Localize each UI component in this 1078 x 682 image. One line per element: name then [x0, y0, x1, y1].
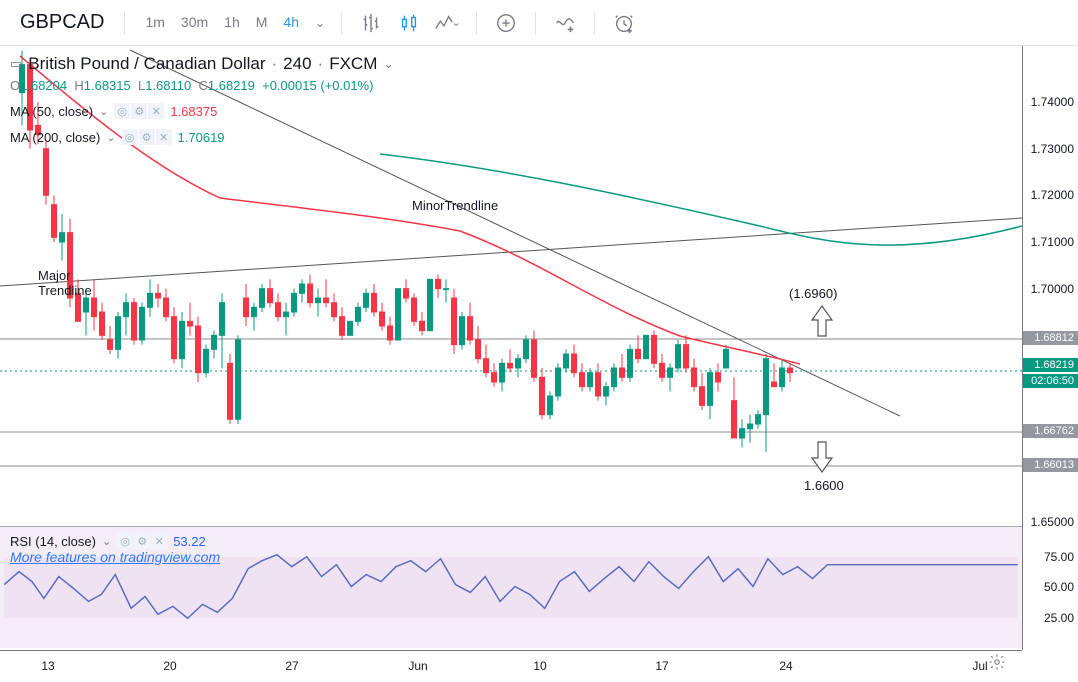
ohlc-low: 1.68110: [145, 78, 191, 93]
rsi-value: 53.22: [173, 534, 206, 549]
price-tag: 1.68219: [1023, 358, 1078, 372]
arrow-up-icon: [810, 304, 834, 338]
toolbar: GBPCAD 1m30m1hM4h ⌄ ⌄: [0, 0, 1078, 46]
price-tick: 1.73000: [1031, 142, 1074, 156]
chevron-down-icon[interactable]: ⌄: [311, 12, 329, 34]
gear-icon[interactable]: ⚙: [131, 103, 147, 119]
chevron-down-icon[interactable]: ⌄: [99, 105, 108, 118]
separator: [535, 12, 536, 34]
eye-icon[interactable]: ◎: [117, 533, 133, 549]
indicator-row: MA (50, close) ⌄ ◎ ⚙ ✕ 1.68375: [10, 103, 393, 119]
separator: [124, 12, 125, 34]
indicator-controls: ◎ ⚙ ✕: [114, 103, 164, 119]
legend-title-row: ▭ British Pound / Canadian Dollar · 240 …: [10, 54, 393, 74]
gear-icon[interactable]: ⚙: [134, 533, 150, 549]
dot: ·: [318, 54, 324, 74]
price-tick: 1.70000: [1031, 282, 1074, 296]
price-tick: 1.71000: [1031, 235, 1074, 249]
chevron-down-icon[interactable]: ⌄: [383, 57, 393, 71]
price-tick: 1.65000: [1031, 515, 1074, 529]
timeframe-1h[interactable]: 1h: [216, 10, 248, 34]
timeframe-selector: 1m30m1hM4h: [137, 14, 307, 32]
separator: [594, 12, 595, 34]
time-tick: 13: [41, 659, 54, 673]
time-tick: 27: [285, 659, 298, 673]
time-tick: Jul: [972, 659, 987, 673]
close-icon[interactable]: ✕: [151, 533, 167, 549]
annotation-major-trendline: Major Trendline: [38, 268, 92, 298]
indicator-row: MA (200, close) ⌄ ◎ ⚙ ✕ 1.70619: [10, 129, 393, 145]
ohlc-label-high: H: [74, 78, 83, 93]
separator: [476, 12, 477, 34]
price-chart[interactable]: ▭ British Pound / Canadian Dollar · 240 …: [0, 46, 1022, 522]
chevron-down-icon[interactable]: ⌄: [102, 535, 111, 548]
annotation-target-up: (1.6960): [789, 286, 837, 301]
annotation-target-down: 1.6600: [804, 478, 844, 493]
bars-style-icon[interactable]: [354, 6, 388, 40]
price-axis[interactable]: 1.74000 1.73000 1.72000 1.71000 1.70000 1.650…: [1022, 46, 1078, 650]
rsi-panel[interactable]: RSI (14, close) ⌄ ◎ ⚙ ✕ 53.22 More featu…: [0, 526, 1022, 648]
symbol-ticker[interactable]: GBPCAD: [12, 7, 112, 38]
time-tick: 24: [779, 659, 792, 673]
price-tag: 02:06:50: [1023, 374, 1078, 388]
close-icon[interactable]: ✕: [156, 129, 172, 145]
ohlc-change: +0.00015: [262, 78, 317, 93]
timeframe-1m[interactable]: 1m: [137, 10, 172, 34]
indicator-name: MA (50, close): [10, 104, 93, 119]
time-axis[interactable]: 13 20 27 Jun 10 17 24 Jul: [0, 650, 1022, 682]
rsi-legend: RSI (14, close) ⌄ ◎ ⚙ ✕ 53.22 More featu…: [10, 533, 220, 565]
time-tick: 20: [163, 659, 176, 673]
ohlc-label-open: O: [10, 78, 20, 93]
indicator-value: 1.68375: [170, 104, 217, 119]
eye-icon[interactable]: ◎: [114, 103, 130, 119]
annotation-minor-trendline: MinorTrendline: [412, 198, 498, 213]
collapse-icon[interactable]: ▭: [10, 56, 22, 72]
gear-icon[interactable]: ⚙: [139, 129, 155, 145]
rsi-name: RSI (14, close): [10, 534, 96, 549]
ohlc-change-pct: (+0.01%): [320, 78, 373, 93]
eye-icon[interactable]: ◎: [122, 129, 138, 145]
indicator-template-icon[interactable]: [548, 6, 582, 40]
gear-icon[interactable]: [988, 653, 1006, 676]
ohlc-open: 1.68204: [20, 78, 67, 93]
time-tick: 17: [655, 659, 668, 673]
price-tick: 1.72000: [1031, 188, 1074, 202]
price-tick: 1.74000: [1031, 95, 1074, 109]
indicator-controls: ◎ ⚙ ✕: [122, 129, 172, 145]
candles-style-icon[interactable]: [392, 6, 426, 40]
timeframe-M[interactable]: M: [248, 10, 276, 34]
close-icon[interactable]: ✕: [148, 103, 164, 119]
resolution: 240: [283, 54, 311, 74]
rsi-tick: 25.00: [1044, 611, 1074, 625]
chart-legend: ▭ British Pound / Canadian Dollar · 240 …: [10, 54, 393, 145]
rsi-tick: 75.00: [1044, 550, 1074, 564]
watermark-link[interactable]: More features on tradingview.com: [10, 549, 220, 565]
timeframe-30m[interactable]: 30m: [173, 10, 216, 34]
ohlc-row: O1.68204 H1.68315 L1.68110 C1.68219 +0.0…: [10, 78, 393, 93]
price-tag: 1.68812: [1023, 331, 1078, 345]
indicators-icon[interactable]: ⌄: [430, 6, 464, 40]
separator: [341, 12, 342, 34]
arrow-down-icon: [810, 440, 834, 474]
broker-name: FXCM: [329, 54, 377, 74]
rsi-tick: 50.00: [1044, 580, 1074, 594]
compare-add-icon[interactable]: [489, 6, 523, 40]
time-tick: Jun: [408, 659, 427, 673]
time-tick: 10: [533, 659, 546, 673]
indicator-name: MA (200, close): [10, 130, 100, 145]
alert-clock-icon[interactable]: [607, 6, 641, 40]
price-tag: 1.66013: [1023, 458, 1078, 472]
dot: ·: [271, 54, 277, 74]
ohlc-high: 1.68315: [84, 78, 131, 93]
timeframe-4h[interactable]: 4h: [275, 10, 307, 34]
ohlc-close: 1.68219: [208, 78, 255, 93]
indicator-controls: ◎ ⚙ ✕: [117, 533, 167, 549]
indicator-value: 1.70619: [178, 130, 225, 145]
chevron-down-icon[interactable]: ⌄: [106, 131, 115, 144]
price-tag: 1.66762: [1023, 424, 1078, 438]
ohlc-label-close: C: [198, 78, 207, 93]
instrument-name: British Pound / Canadian Dollar: [28, 54, 265, 74]
chart-area: ▭ British Pound / Canadian Dollar · 240 …: [0, 46, 1022, 650]
